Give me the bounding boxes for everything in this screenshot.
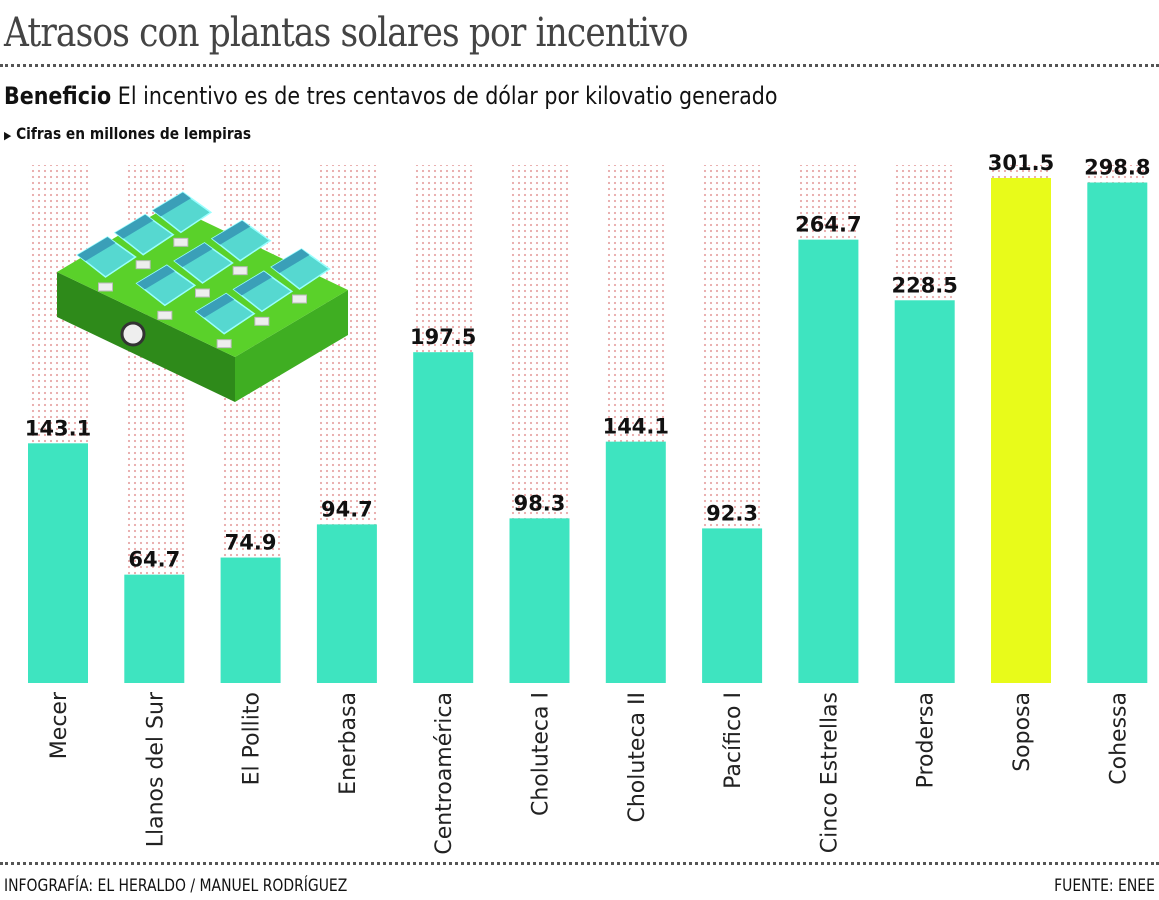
subtitle-bold: Beneficio: [4, 82, 112, 110]
credit: INFOGRAFÍA: EL HERALDO / MANUEL RODRÍGUE…: [4, 876, 348, 896]
bar-5: [509, 518, 570, 683]
data-label: 298.8: [1084, 156, 1150, 180]
bar-9: [894, 300, 955, 683]
category-label: Centroamérica: [432, 692, 457, 855]
data-label: 64.7: [128, 548, 180, 572]
subtitle: Beneficio El incentivo es de tres centav…: [4, 82, 778, 110]
source: FUENTE: ENEE: [1054, 876, 1155, 896]
bar-0: [28, 443, 88, 683]
bar-11: [1087, 182, 1148, 683]
data-label: 228.5: [891, 273, 957, 297]
data-label: 301.5: [988, 151, 1054, 175]
divider-bottom: [0, 862, 1159, 865]
bar-4: [413, 352, 474, 683]
bar-3: [316, 524, 377, 683]
chart-title: Atrasos con plantas solares por incentiv…: [4, 10, 689, 56]
category-label: Llanos del Sur: [143, 691, 168, 847]
category-label: Choluteca I: [529, 692, 554, 816]
data-label: 74.9: [225, 531, 277, 555]
category-label: Mecer: [47, 691, 72, 759]
data-label: 264.7: [795, 213, 861, 237]
data-label: 143.1: [25, 416, 91, 440]
data-label: 197.5: [410, 325, 476, 349]
category-label: Soposa: [1010, 692, 1035, 772]
divider-top: [0, 64, 1159, 67]
data-label: 94.7: [321, 497, 373, 521]
subtitle-text: El incentivo es de tres centavos de dóla…: [117, 82, 778, 110]
bar-7: [702, 528, 763, 683]
bar-1: [124, 574, 185, 683]
bar-10: [991, 178, 1051, 683]
data-label: 98.3: [514, 491, 566, 515]
data-label: 92.3: [706, 501, 758, 525]
triangle-bullet-icon: ▶: [4, 129, 12, 142]
category-label: Enerbasa: [336, 692, 361, 795]
category-label: Cinco Estrellas: [817, 692, 842, 853]
bar-8: [798, 239, 859, 683]
bar-2: [220, 557, 281, 683]
bar-6: [605, 441, 666, 683]
category-label: Choluteca II: [625, 692, 650, 823]
unit-note-text: Cifras en millones de lempiras: [16, 124, 252, 143]
category-label: Pacífico I: [721, 692, 746, 789]
solar-panel-farm-icon: [57, 191, 348, 402]
category-label: Cohessa: [1106, 692, 1131, 785]
data-label: 144.1: [603, 415, 669, 439]
unit-note: ▶ Cifras en millones de lempiras: [4, 124, 251, 143]
meter-icon: [120, 321, 146, 347]
category-label: El Pollito: [240, 692, 265, 785]
category-label: Prodersa: [914, 692, 939, 788]
